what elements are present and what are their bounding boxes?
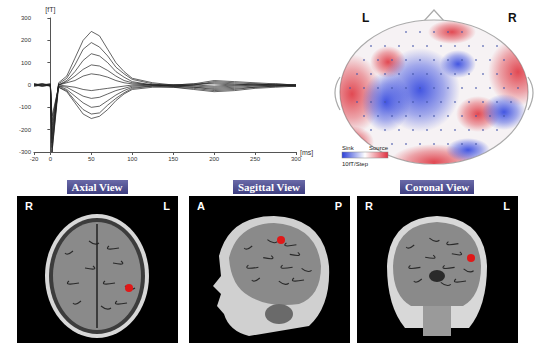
svg-text:-300: -300 <box>19 149 32 155</box>
svg-text:[ms]: [ms] <box>300 149 313 157</box>
svg-text:10fT/Step: 10fT/Step <box>342 161 369 167</box>
svg-text:0: 0 <box>49 156 53 162</box>
html-text:Coronal View: Coronal View <box>405 181 470 193</box>
svg-text:200: 200 <box>21 37 32 43</box>
svg-text:Source: Source <box>369 145 389 151</box>
svg-text:R: R <box>365 200 373 212</box>
svg-text:R: R <box>25 200 33 212</box>
svg-text:100: 100 <box>21 60 32 66</box>
svg-text:-100: -100 <box>19 104 32 110</box>
html-text:Axial View: Axial View <box>71 181 123 193</box>
svg-text:100: 100 <box>127 156 138 162</box>
svg-text:R: R <box>508 11 517 25</box>
svg-text:300: 300 <box>21 15 32 21</box>
svg-text:50: 50 <box>88 156 95 162</box>
svg-text:L: L <box>503 200 510 212</box>
svg-text:200: 200 <box>209 156 220 162</box>
svg-text:-200: -200 <box>19 127 32 133</box>
svg-text:P: P <box>335 200 342 212</box>
svg-text:L: L <box>362 11 369 25</box>
svg-text:0: 0 <box>28 82 32 88</box>
svg-text:250: 250 <box>250 156 261 162</box>
svg-text:L: L <box>163 200 170 212</box>
svg-text:[fT]: [fT] <box>45 6 55 14</box>
svg-text:300: 300 <box>291 156 302 162</box>
svg-text:150: 150 <box>168 156 179 162</box>
svg-text:Sink: Sink <box>342 145 355 151</box>
svg-text:-20: -20 <box>30 156 39 162</box>
svg-text:A: A <box>197 200 205 212</box>
html-text:Sagittal View: Sagittal View <box>238 181 300 193</box>
